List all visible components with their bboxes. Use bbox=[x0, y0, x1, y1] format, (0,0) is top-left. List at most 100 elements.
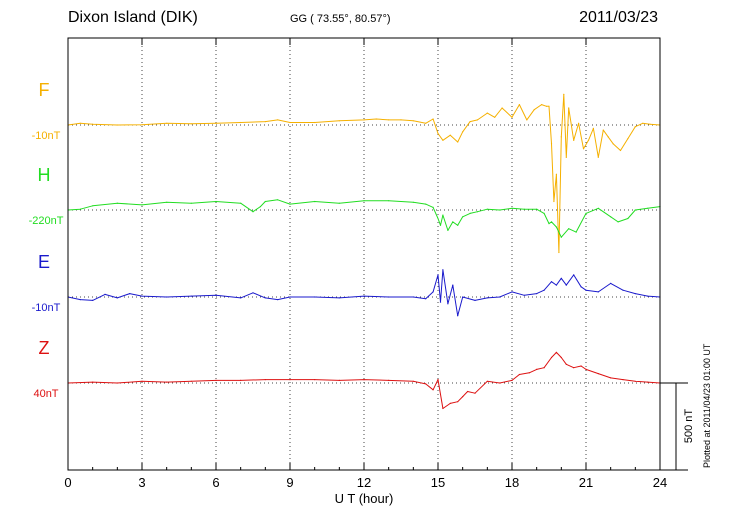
data-point bbox=[363, 295, 365, 297]
data-point bbox=[215, 379, 217, 381]
data-point bbox=[565, 156, 567, 158]
data-point bbox=[449, 134, 451, 136]
data-point bbox=[555, 284, 558, 286]
data-point bbox=[627, 138, 629, 140]
data-point bbox=[264, 297, 266, 299]
x-tick-label: 12 bbox=[357, 475, 371, 490]
data-point bbox=[104, 293, 106, 295]
data-point bbox=[550, 281, 553, 283]
data-point bbox=[469, 121, 471, 123]
scale-bar-label: 500 nT bbox=[683, 409, 695, 444]
data-point bbox=[634, 380, 636, 382]
data-point bbox=[314, 296, 316, 298]
data-point bbox=[573, 139, 575, 141]
data-point bbox=[338, 202, 340, 204]
data-point bbox=[622, 379, 624, 381]
data-point bbox=[548, 223, 550, 225]
x-tick-label: 24 bbox=[653, 475, 667, 490]
data-point bbox=[129, 293, 131, 295]
data-point bbox=[425, 383, 427, 385]
data-point bbox=[277, 199, 279, 201]
data-point bbox=[647, 207, 649, 209]
data-point bbox=[289, 296, 291, 298]
data-point bbox=[528, 372, 530, 374]
data-point bbox=[400, 119, 402, 121]
data-point bbox=[92, 123, 94, 125]
data-point bbox=[486, 208, 488, 210]
data-point bbox=[425, 203, 427, 205]
data-point bbox=[437, 274, 439, 276]
data-point bbox=[437, 379, 439, 381]
data-point bbox=[560, 236, 562, 238]
data-point bbox=[587, 139, 590, 141]
data-point bbox=[141, 124, 143, 126]
data-point bbox=[190, 202, 192, 204]
data-point bbox=[602, 129, 604, 131]
data-point bbox=[573, 274, 575, 276]
data-point bbox=[457, 224, 459, 226]
data-point bbox=[190, 123, 192, 125]
data-point bbox=[467, 390, 469, 393]
data-point bbox=[449, 402, 451, 404]
data-point bbox=[425, 122, 427, 124]
data-point bbox=[338, 379, 340, 381]
data-point bbox=[442, 139, 444, 141]
data-point bbox=[457, 401, 459, 403]
data-point bbox=[555, 351, 558, 353]
baseline-label-h: -220nT bbox=[29, 215, 64, 227]
data-point bbox=[486, 297, 488, 299]
data-point bbox=[563, 93, 565, 95]
data-point bbox=[597, 373, 599, 375]
data-point bbox=[476, 119, 479, 121]
data-point bbox=[388, 200, 390, 202]
data-point bbox=[215, 294, 217, 296]
series-label-h: H bbox=[38, 165, 51, 185]
data-point bbox=[462, 131, 464, 133]
data-point bbox=[545, 105, 548, 107]
x-tick-label: 3 bbox=[138, 475, 145, 490]
data-point bbox=[499, 382, 501, 384]
x-tick-label: 0 bbox=[64, 475, 71, 490]
data-point bbox=[116, 382, 118, 384]
data-point bbox=[240, 202, 242, 204]
data-point bbox=[363, 119, 365, 121]
data-point bbox=[432, 389, 434, 391]
data-point bbox=[190, 380, 192, 382]
data-point bbox=[558, 251, 560, 254]
baseline-label-f: -10nT bbox=[32, 130, 61, 142]
data-point bbox=[166, 201, 168, 203]
data-point bbox=[585, 368, 587, 370]
data-point bbox=[580, 365, 582, 367]
data-point bbox=[452, 221, 454, 223]
data-point bbox=[79, 208, 81, 210]
data-point bbox=[240, 121, 242, 124]
data-point bbox=[469, 212, 471, 214]
data-point bbox=[610, 282, 612, 284]
series-z bbox=[67, 351, 661, 410]
data-point bbox=[375, 118, 377, 120]
station-title: Dixon Island (DIK) bbox=[68, 9, 198, 26]
data-point bbox=[553, 200, 555, 203]
series-label-z: Z bbox=[39, 338, 50, 358]
data-point bbox=[277, 119, 279, 121]
data-point bbox=[432, 291, 434, 293]
data-point bbox=[240, 297, 242, 299]
data-point bbox=[457, 315, 459, 317]
date-label: 2011/03/23 bbox=[579, 9, 658, 26]
data-point bbox=[252, 292, 254, 294]
data-point bbox=[560, 277, 562, 279]
data-point bbox=[573, 367, 575, 369]
data-point bbox=[439, 301, 442, 303]
data-point bbox=[511, 116, 513, 118]
data-point bbox=[499, 296, 501, 298]
data-point bbox=[555, 173, 558, 175]
data-point bbox=[642, 122, 644, 124]
data-point bbox=[240, 379, 242, 381]
data-point bbox=[501, 107, 503, 109]
data-point bbox=[511, 379, 513, 381]
data-point bbox=[555, 226, 558, 228]
data-point bbox=[141, 295, 143, 297]
data-point bbox=[585, 289, 587, 291]
data-point bbox=[550, 221, 553, 223]
